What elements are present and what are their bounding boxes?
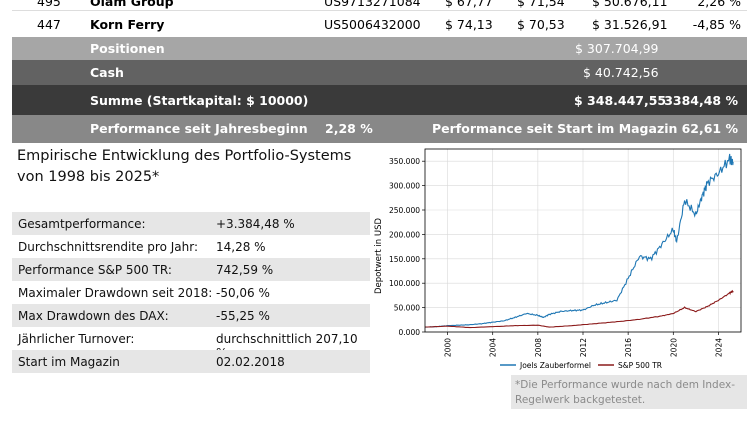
x-tick-label: 2016 [624,338,633,357]
stat-label: Gesamtperformance: [18,217,146,231]
stat-value: 02.02.2018 [216,355,285,369]
ytd-value: 2,28 % [325,121,373,136]
stat-row: Gesamtperformance: +3.384,48 % [12,212,370,235]
stat-label: Maximaler Drawdown seit 2018: [18,286,213,300]
stat-label: Start im Magazin [18,355,120,369]
perf-cell: -4,85 % [692,17,741,32]
sum-perf: 3384,48 % [664,93,738,108]
positions-value: $ 307.704,99 [575,41,659,56]
y-tick-label: 50.000 [394,304,420,313]
sum-value: $ 348.447,55 [574,93,667,108]
stat-value: 742,59 % [216,263,274,277]
positions-row: Positionen $ 307.704,99 [12,37,747,60]
x-tick-label: 2000 [444,338,453,357]
stat-value: -50,06 % [216,286,270,300]
stat-row: Maximaler Drawdown seit 2018: -50,06 % [12,281,370,304]
current-price-cell: $ 71,54 [517,0,565,9]
stats-title: Empirische Entwicklung des Portfolio-Sys… [17,148,352,185]
ytd-label: Performance seit Jahresbeginn [90,121,308,136]
y-tick-label: 350.000 [389,157,420,166]
chart-legend: Joels Zauberformel S&P 500 TR [500,361,662,370]
isin-cell: US9713271084 [324,0,421,9]
since-start-value: 62,61 % [681,121,738,136]
footnote: *Die Performance wurde nach dem Index-Re… [511,375,747,409]
series-line [425,289,734,329]
current-price-cell: $ 70,53 [517,17,565,32]
isin-cell: US5006432000 [324,17,421,32]
x-tick-label: 2024 [714,338,723,357]
performance-row: Performance seit Jahresbeginn 2,28 % Per… [12,115,747,143]
sum-label: Summe (Startkapital: $ 10000) [90,93,309,108]
buy-price-cell: $ 74,13 [445,17,493,32]
table-row: 495 Olam Group US9713271084 $ 67,77 $ 71… [12,0,747,10]
table-row: 447 Korn Ferry US5006432000 $ 74,13 $ 70… [12,10,747,37]
company-cell: Olam Group [90,0,174,9]
x-tick-label: 2004 [489,338,498,357]
y-tick-label: 250.000 [389,206,420,215]
positions-label: Positionen [90,41,165,56]
stat-value: -55,25 % [216,309,270,323]
rank-cell: 447 [37,17,61,32]
stat-row: Durchschnittsrendite pro Jahr: 14,28 % [12,235,370,258]
perf-cell: 2,26 % [697,0,741,9]
buy-price-cell: $ 67,77 [445,0,493,9]
y-tick-label: 0.000 [399,328,421,337]
stat-row: Jährlicher Turnover: durchschnittlich 207… [12,327,370,360]
stat-value: +3.384,48 % [216,217,295,231]
since-start-label: Performance seit Start im Magazin [432,121,678,136]
stat-label: Durchschnittsrendite pro Jahr: [18,240,198,254]
performance-chart: 0.000 50.000 100.000 150.000 200.000 250.000 3… [370,143,748,375]
rank-cell: 495 [37,0,61,9]
y-tick-label: 150.000 [389,255,420,264]
legend-label: Joels Zauberformel [519,361,591,370]
value-cell: $ 50.676,11 [592,0,668,9]
legend-label: S&P 500 TR [618,361,662,370]
value-cell: $ 31.526,91 [592,17,668,32]
sum-row: Summe (Startkapital: $ 10000) $ 348.447,… [12,85,747,115]
cash-row: Cash $ 40.742,56 [12,60,747,85]
y-tick-label: 300.000 [389,182,420,191]
y-tick-label: 200.000 [389,230,420,239]
stat-row: Max Drawdown des DAX: -55,25 % [12,304,370,327]
stat-label: Performance S&P 500 TR: [18,263,172,277]
x-tick-label: 2020 [669,338,678,357]
stat-label: Max Drawdown des DAX: [18,309,169,323]
x-tick-label: 2012 [579,338,588,357]
x-tick-label: 2008 [534,338,543,357]
stat-row: Performance S&P 500 TR: 742,59 % [12,258,370,281]
stat-row: Start im Magazin 02.02.2018 [12,350,370,373]
y-tick-label: 100.000 [389,279,420,288]
stat-label: Jährlicher Turnover: [18,332,135,346]
stat-value: 14,28 % [216,240,266,254]
series-line [424,153,734,328]
company-cell: Korn Ferry [90,17,165,32]
cash-value: $ 40.742,56 [583,65,659,80]
y-axis-label: Depotwert in USD [374,218,384,294]
cash-label: Cash [90,65,124,80]
